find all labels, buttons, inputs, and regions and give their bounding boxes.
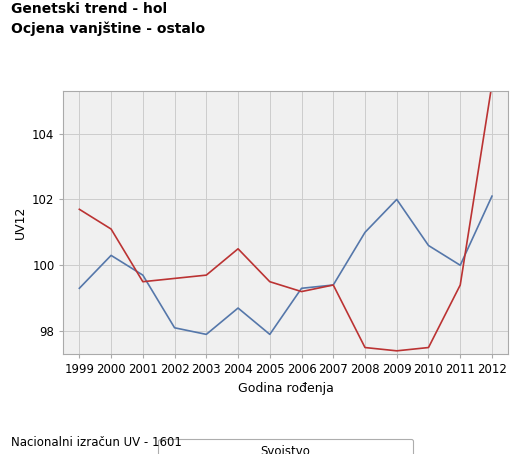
Y-axis label: UV12: UV12	[14, 206, 26, 239]
Text: Ocjena vanjštine - ostalo: Ocjena vanjštine - ostalo	[11, 22, 205, 36]
Text: Nacionalni izračun UV - 1601: Nacionalni izračun UV - 1601	[11, 436, 181, 449]
X-axis label: Godina rođenja: Godina rođenja	[238, 382, 334, 395]
Text: Genetski trend - hol: Genetski trend - hol	[11, 2, 167, 16]
Legend: položaj zdjelice, kondicija: položaj zdjelice, kondicija	[158, 439, 413, 454]
